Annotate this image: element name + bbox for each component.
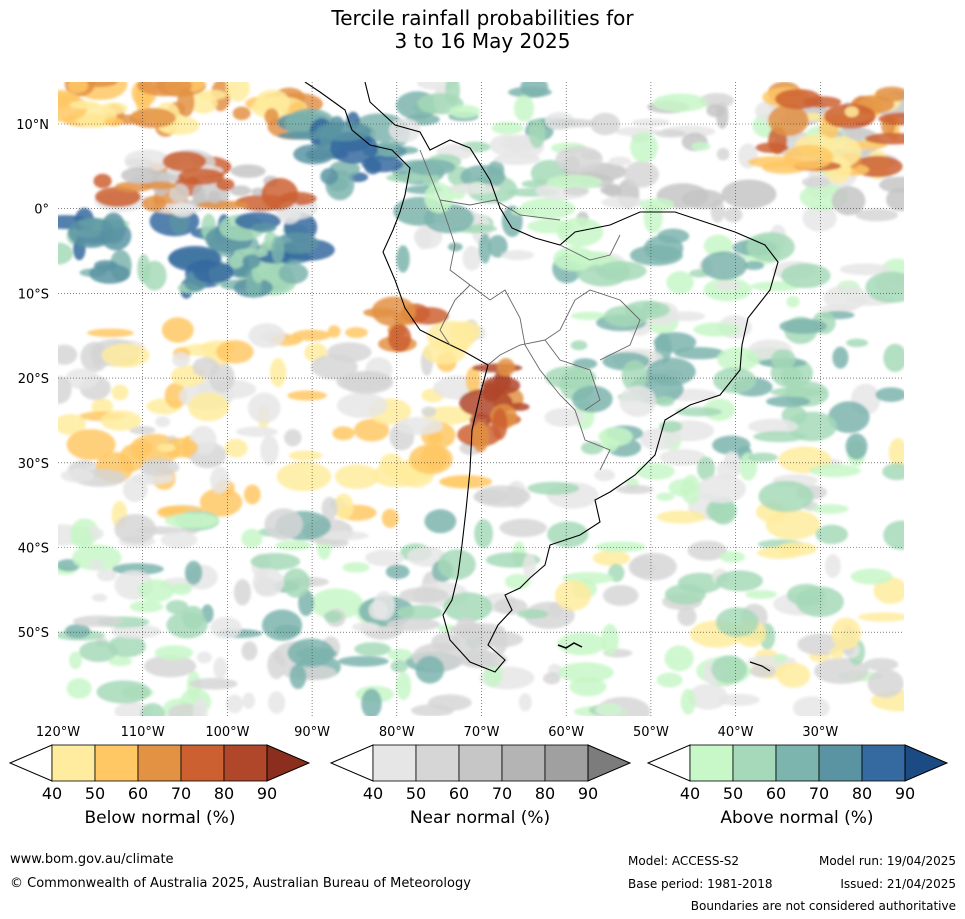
longitude-labels: 120°W 110°W 100°W 90°W 80°W 70°W 60°W 50°W 40°W 3…	[36, 725, 838, 740]
colorbar-tick: 90	[578, 784, 598, 803]
map-title-line2: 3 to 16 May 2025	[394, 29, 571, 53]
colorbar-segment	[51, 744, 96, 782]
lon-label: 60°W	[548, 725, 584, 740]
colorbar-segment	[372, 744, 417, 782]
colorbar-tick: 80	[535, 784, 555, 803]
colorbar-tick: 50	[85, 784, 105, 803]
colorbar-segment	[415, 744, 460, 782]
colorbar-segment	[94, 744, 139, 782]
lat-label: 10°N	[16, 118, 49, 133]
lon-label: 90°W	[294, 725, 330, 740]
map-field	[58, 82, 904, 716]
colorbar-tick: 90	[257, 784, 277, 803]
colorbar-segment	[458, 744, 503, 782]
colorbar-high-cap	[904, 744, 949, 782]
falklands	[557, 642, 583, 649]
colorbar-tick: 60	[128, 784, 148, 803]
colorbar-tick: 80	[214, 784, 234, 803]
above-normal-label: Above normal (%)	[720, 808, 874, 828]
colorbar-low-cap	[8, 744, 53, 782]
boundary-disclaimer: Boundaries are not considered authoritat…	[690, 899, 956, 913]
base-period: Base period: 1981-2018	[628, 877, 773, 891]
issued-date: Issued: 21/04/2025	[840, 877, 956, 891]
colorbar-segment	[501, 744, 546, 782]
lon-label: 120°W	[36, 725, 80, 740]
colorbar-tick: 70	[171, 784, 191, 803]
colorbar-segment	[137, 744, 182, 782]
lon-label: 80°W	[379, 725, 415, 740]
lat-label: 40°S	[18, 542, 49, 557]
colorbar-tick: 60	[449, 784, 469, 803]
colorbar-tick: 90	[895, 784, 915, 803]
colorbar-segment	[818, 744, 863, 782]
lat-label: 50°S	[18, 626, 49, 641]
colorbar-2: 40 50 60 70 80 90	[646, 744, 949, 803]
website-link[interactable]: www.bom.gov.au/climate	[10, 852, 174, 867]
lon-label: 50°W	[633, 725, 669, 740]
model-run: Model run: 19/04/2025	[818, 854, 956, 868]
south-georgia	[749, 661, 771, 672]
colorbar-tick: 40	[363, 784, 383, 803]
model-info: Model: ACCESS-S2	[628, 854, 740, 868]
copyright: © Commonwealth of Australia 2025, Austra…	[10, 876, 471, 891]
latitude-labels: 10°N 0° 10°S 20°S 30°S 40°S 50°S	[16, 118, 49, 641]
lon-label: 70°W	[464, 725, 500, 740]
map-title-line1: Tercile rainfall probabilities for	[331, 6, 634, 30]
colorbar-segment	[689, 744, 734, 782]
lat-label: 20°S	[18, 372, 49, 387]
colorbar-tick: 70	[492, 784, 512, 803]
lon-label: 30°W	[802, 725, 838, 740]
colorbars: 40 50 60 70 80 90 40 50 60 70 80 90 40 50 60 70 80 90	[8, 744, 949, 803]
colorbar-high-cap	[266, 744, 311, 782]
colorbar-low-cap	[646, 744, 691, 782]
colorbar-low-cap	[329, 744, 374, 782]
south-america-coastline	[304, 82, 779, 673]
lat-label: 30°S	[18, 457, 49, 472]
colorbar-segment	[223, 744, 268, 782]
colorbar-segment	[732, 744, 777, 782]
lat-label: 10°S	[18, 287, 49, 302]
colorbar-tick: 50	[406, 784, 426, 803]
colorbar-tick: 40	[680, 784, 700, 803]
colorbar-tick: 60	[766, 784, 786, 803]
colorbar-segment	[775, 744, 820, 782]
colorbar-tick: 40	[42, 784, 62, 803]
colorbar-segment	[544, 744, 589, 782]
lon-label: 40°W	[718, 725, 754, 740]
lon-label: 100°W	[205, 725, 249, 740]
colorbar-high-cap	[587, 744, 632, 782]
colorbar-1: 40 50 60 70 80 90	[329, 744, 632, 803]
below-normal-label: Below normal (%)	[84, 808, 236, 828]
colorbar-segment	[180, 744, 225, 782]
colorbar-0: 40 50 60 70 80 90	[8, 744, 311, 803]
colorbar-tick: 80	[852, 784, 872, 803]
country-borders	[419, 149, 641, 471]
colorbar-tick: 70	[809, 784, 829, 803]
near-normal-label: Near normal (%)	[409, 808, 551, 828]
lat-label: 0°	[34, 203, 49, 218]
lon-label: 110°W	[121, 725, 165, 740]
colorbar-tick: 50	[723, 784, 743, 803]
colorbar-segment	[861, 744, 906, 782]
